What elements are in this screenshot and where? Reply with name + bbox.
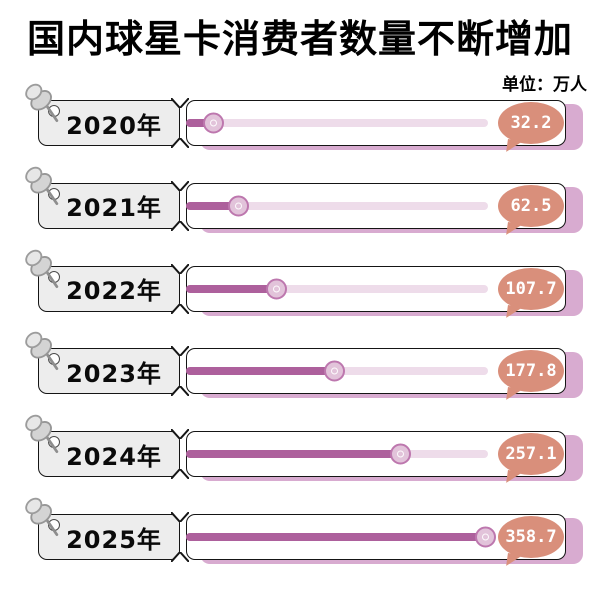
bar-track: [186, 119, 488, 127]
value-bubble-text: 358.7: [505, 527, 557, 547]
knob-inner-ring: [331, 367, 339, 375]
bar-knob: [228, 195, 250, 217]
bar-card: 358.7: [186, 514, 566, 568]
year-row: 2025年 358.7: [0, 497, 600, 568]
value-bubble-text: 177.8: [505, 361, 557, 382]
bar-fill: [186, 367, 335, 376]
value-bubble-text: 257.1: [505, 444, 557, 465]
year-label: 2023年: [66, 359, 162, 388]
year-row: 2024年 257.1: [0, 414, 600, 486]
bar-fill: [186, 201, 239, 210]
year-label-card: 2021年: [38, 182, 180, 229]
knob-inner-ring: [397, 450, 405, 458]
value-bubble: 177.8: [498, 350, 564, 403]
pushpin-icon: [25, 249, 59, 288]
value-bubble-text: 62.5: [510, 195, 552, 216]
value-bubble: 32.2: [498, 102, 564, 154]
bar-card: 177.8: [186, 348, 566, 403]
bar-card: 32.2: [186, 100, 566, 154]
notch-top: [171, 98, 189, 108]
value-bubble: 358.7: [498, 516, 564, 568]
unit-label: 单位：万人: [502, 75, 587, 95]
bubble-tail-icon: [506, 221, 523, 237]
bar-track: [186, 201, 488, 210]
bar-fill: [186, 450, 401, 459]
year-label-card: 2022年: [38, 265, 180, 312]
bubble-tail-icon: [506, 470, 523, 486]
year-row: 2023年 177.8: [0, 332, 600, 403]
notch-top: [171, 346, 189, 357]
bar-track: [186, 284, 488, 293]
notch-top: [171, 429, 189, 440]
notch-bottom: [171, 469, 189, 480]
bar-knob: [265, 278, 287, 300]
value-bubble: 107.7: [498, 267, 564, 320]
bar-card: 107.7: [186, 265, 566, 320]
pushpin-icon: [25, 414, 59, 454]
bubble-tail-icon: [506, 553, 523, 568]
value-bubble-text: 107.7: [505, 278, 557, 299]
knob-inner-ring: [272, 285, 280, 293]
notch-top: [171, 512, 189, 522]
knob-inner-ring: [481, 533, 489, 541]
bubble-tail-icon: [506, 387, 523, 403]
year-row: 2020年 32.2: [0, 83, 600, 154]
year-label: 2021年: [66, 194, 162, 223]
knob-inner-ring: [235, 202, 243, 210]
notch-top: [171, 263, 189, 274]
year-row: 2022年 107.7: [0, 249, 600, 320]
bar-card: 257.1: [186, 431, 566, 486]
pushpin-icon: [25, 83, 59, 123]
knob-inner-ring: [209, 119, 217, 127]
pushpin-icon: [25, 332, 59, 371]
bar-knob: [390, 443, 412, 465]
bar-card: 62.5: [186, 182, 566, 237]
year-row: 2021年 62.5: [0, 166, 600, 237]
chart-title: 国内球星卡消费者数量不断增加: [26, 17, 573, 61]
bubble-tail-icon: [506, 304, 523, 320]
bubble-tail-icon: [506, 139, 523, 154]
notch-bottom: [171, 303, 189, 314]
bar-fill: [186, 119, 213, 127]
year-label: 2025年: [66, 525, 162, 554]
pushpin-icon: [25, 166, 59, 205]
bar-fill: [186, 284, 276, 293]
notch-bottom: [171, 386, 189, 397]
pushpin-icon: [25, 497, 59, 536]
year-label-card: 2024年: [38, 431, 180, 478]
bar-fill: [186, 533, 485, 541]
notch-bottom: [171, 138, 189, 148]
bar-knob: [474, 526, 496, 548]
year-label: 2022年: [66, 277, 162, 306]
value-bubble: 257.1: [498, 433, 564, 486]
bar-knob: [202, 112, 224, 134]
value-bubble: 62.5: [498, 184, 564, 237]
notch-top: [171, 180, 189, 191]
year-label-card: 2025年: [38, 514, 180, 560]
year-label-card: 2023年: [38, 348, 180, 395]
notch-bottom: [171, 552, 189, 562]
bar-knob: [324, 360, 346, 382]
value-bubble-text: 32.2: [510, 113, 552, 133]
notch-bottom: [171, 220, 189, 231]
year-label: 2020年: [66, 111, 162, 140]
year-label: 2024年: [66, 442, 162, 471]
